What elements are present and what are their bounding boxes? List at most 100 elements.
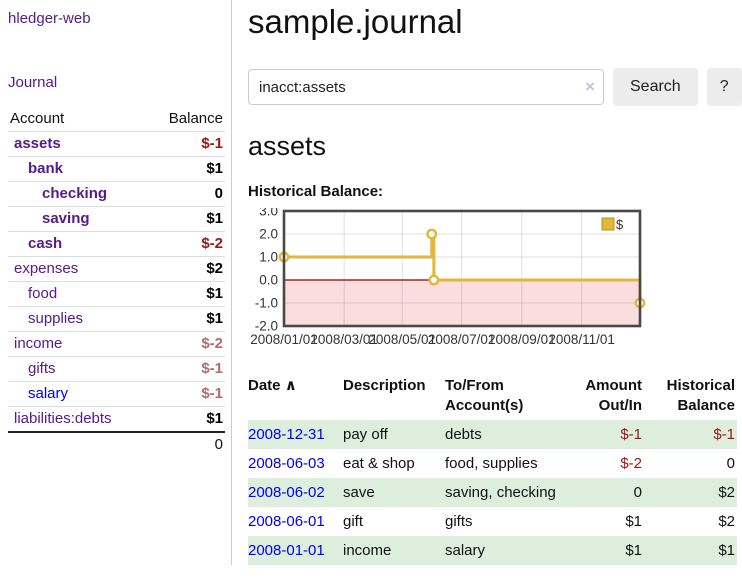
transaction-accounts: saving, checking [445, 484, 556, 501]
sidebar-account-row: salary $-1 [8, 381, 225, 407]
transaction-date-link[interactable]: 2008-06-03 [248, 455, 325, 472]
transaction-accounts: food, supplies [445, 455, 538, 472]
register-header-balance: Historical Balance [666, 377, 735, 414]
transaction-date-link[interactable]: 2008-01-01 [248, 542, 325, 559]
svg-text:0.0: 0.0 [259, 273, 278, 288]
sidebar-account-row: bank $1 [8, 156, 225, 182]
main-content: sample.journal × Search ? assets Histori… [232, 0, 742, 565]
account-balance: $2 [206, 260, 223, 277]
chart-title: Historical Balance: [248, 183, 384, 200]
svg-text:2008/01/01: 2008/01/01 [250, 332, 318, 347]
account-balance: $-1 [201, 135, 223, 152]
historical-balance-chart[interactable]: $3.0 2.0 1.0 0.0 -1.0 -2.0 2008/01/01 2008/03/0… [248, 204, 742, 358]
account-link-cash[interactable]: cash [28, 235, 63, 252]
sidebar-account-row: supplies $1 [8, 306, 225, 332]
sort-asc-icon: ∧ [284, 377, 297, 394]
chart-canvas[interactable]: $3.0 2.0 1.0 0.0 -1.0 -2.02008/01/012008/03/0… [248, 204, 668, 353]
sidebar-account-row: assets $-1 [8, 131, 225, 157]
sidebar-account-row: gifts $-1 [8, 356, 225, 382]
app-title-link[interactable]: hledger-web [8, 10, 91, 27]
sidebar-account-row: income $-2 [8, 331, 225, 357]
svg-text:1.0: 1.0 [259, 250, 278, 265]
sidebar-account-row: cash $-2 [8, 231, 225, 257]
transaction-accounts: salary [445, 542, 486, 559]
transaction-description: save [343, 484, 375, 501]
svg-text:2008/03/01: 2008/03/01 [310, 332, 378, 347]
account-balance: $1 [206, 410, 223, 427]
register-table: Date ∧ Description To/From Account(s) Am… [248, 374, 737, 565]
account-balance: $1 [206, 160, 223, 177]
register-row: 2008-12-31 pay off debts $-1 $-1 [248, 420, 737, 449]
page-title: sample.journal [248, 3, 463, 40]
transaction-balance: $2 [718, 513, 735, 530]
register-row: 2008-06-02 save saving, checking 0 $2 [248, 478, 737, 507]
transaction-accounts: gifts [445, 513, 473, 530]
account-link-income[interactable]: income [14, 335, 63, 352]
sidebar-account-row: saving $1 [8, 206, 225, 232]
transaction-description: income [343, 542, 392, 559]
account-balance: $1 [206, 210, 223, 227]
svg-text:2008/11/01: 2008/11/01 [548, 332, 615, 347]
accounts-total: 0 [147, 431, 225, 457]
search-input[interactable] [248, 69, 604, 105]
account-link-expenses[interactable]: expenses [14, 260, 79, 277]
account-link-bank[interactable]: bank [28, 160, 64, 177]
register-row: 2008-01-01 income salary $1 $1 [248, 536, 737, 565]
transaction-date-link[interactable]: 2008-12-31 [248, 426, 325, 443]
register-header-accounts: To/From Account(s) [445, 377, 524, 414]
account-link-saving[interactable]: saving [42, 210, 90, 227]
account-balance: $-2 [201, 235, 223, 252]
register-header-date[interactable]: Date ∧ [248, 377, 297, 394]
accounts-header-balance: Balance [168, 110, 223, 127]
transaction-description: gift [343, 513, 364, 530]
account-link-gifts[interactable]: gifts [28, 360, 56, 377]
clear-search-icon[interactable]: × [585, 77, 595, 96]
account-balance: $-1 [201, 360, 223, 377]
register-header-description: Description [343, 377, 426, 394]
account-balance: $1 [206, 285, 223, 302]
transaction-amount: $-2 [620, 455, 642, 472]
account-balance: $-1 [201, 385, 223, 402]
page: hledger-web Journal Account Balance asse… [0, 0, 742, 565]
account-link-liabilities-debts[interactable]: liabilities:debts [14, 410, 112, 427]
transaction-date-link[interactable]: 2008-06-01 [248, 513, 325, 530]
sidebar-account-row: checking 0 [8, 181, 225, 207]
account-link-salary[interactable]: salary [28, 385, 69, 402]
accounts-header-account: Account [10, 110, 65, 127]
sidebar-account-row: food $1 [8, 281, 225, 307]
transaction-accounts: debts [445, 426, 482, 443]
account-link-checking[interactable]: checking [42, 185, 108, 202]
account-link-food[interactable]: food [28, 285, 58, 302]
transaction-amount: $-1 [620, 426, 642, 443]
sidebar-account-row: liabilities:debts $1 [8, 406, 225, 432]
svg-text:2008/07/01: 2008/07/01 [428, 332, 496, 347]
help-button[interactable]: ? [706, 68, 742, 106]
transaction-amount: $1 [625, 542, 642, 559]
transaction-balance: $1 [718, 542, 735, 559]
transaction-amount: 0 [633, 484, 642, 501]
sidebar: hledger-web Journal Account Balance asse… [0, 0, 232, 565]
transaction-amount: $1 [625, 513, 642, 530]
app-title: hledger-web [8, 10, 225, 28]
svg-text:$: $ [616, 217, 624, 232]
account-balance: $1 [206, 310, 223, 327]
account-link-assets[interactable]: assets [14, 135, 61, 152]
transaction-description: pay off [343, 426, 388, 443]
transaction-balance: $-1 [713, 426, 735, 443]
register-row: 2008-06-01 gift gifts $1 $2 [248, 507, 737, 536]
transaction-date-link[interactable]: 2008-06-02 [248, 484, 325, 501]
svg-text:2.0: 2.0 [259, 227, 278, 242]
svg-text:-2.0: -2.0 [255, 319, 278, 334]
account-heading: assets [248, 131, 327, 161]
svg-text:-1.0: -1.0 [255, 296, 278, 311]
svg-text:3.0: 3.0 [259, 208, 278, 219]
transaction-description: eat & shop [343, 455, 415, 472]
sidebar-nav: Journal [8, 74, 225, 92]
search-button[interactable]: Search [613, 68, 698, 106]
accounts-total-row: 0 [8, 431, 225, 457]
account-link-supplies[interactable]: supplies [28, 310, 84, 327]
account-balance: $-2 [201, 335, 223, 352]
nav-journal-link[interactable]: Journal [8, 74, 58, 91]
accounts-table: Account Balance assets $-1 bank $1 checking 0… [8, 107, 225, 457]
account-balance: 0 [214, 185, 223, 202]
